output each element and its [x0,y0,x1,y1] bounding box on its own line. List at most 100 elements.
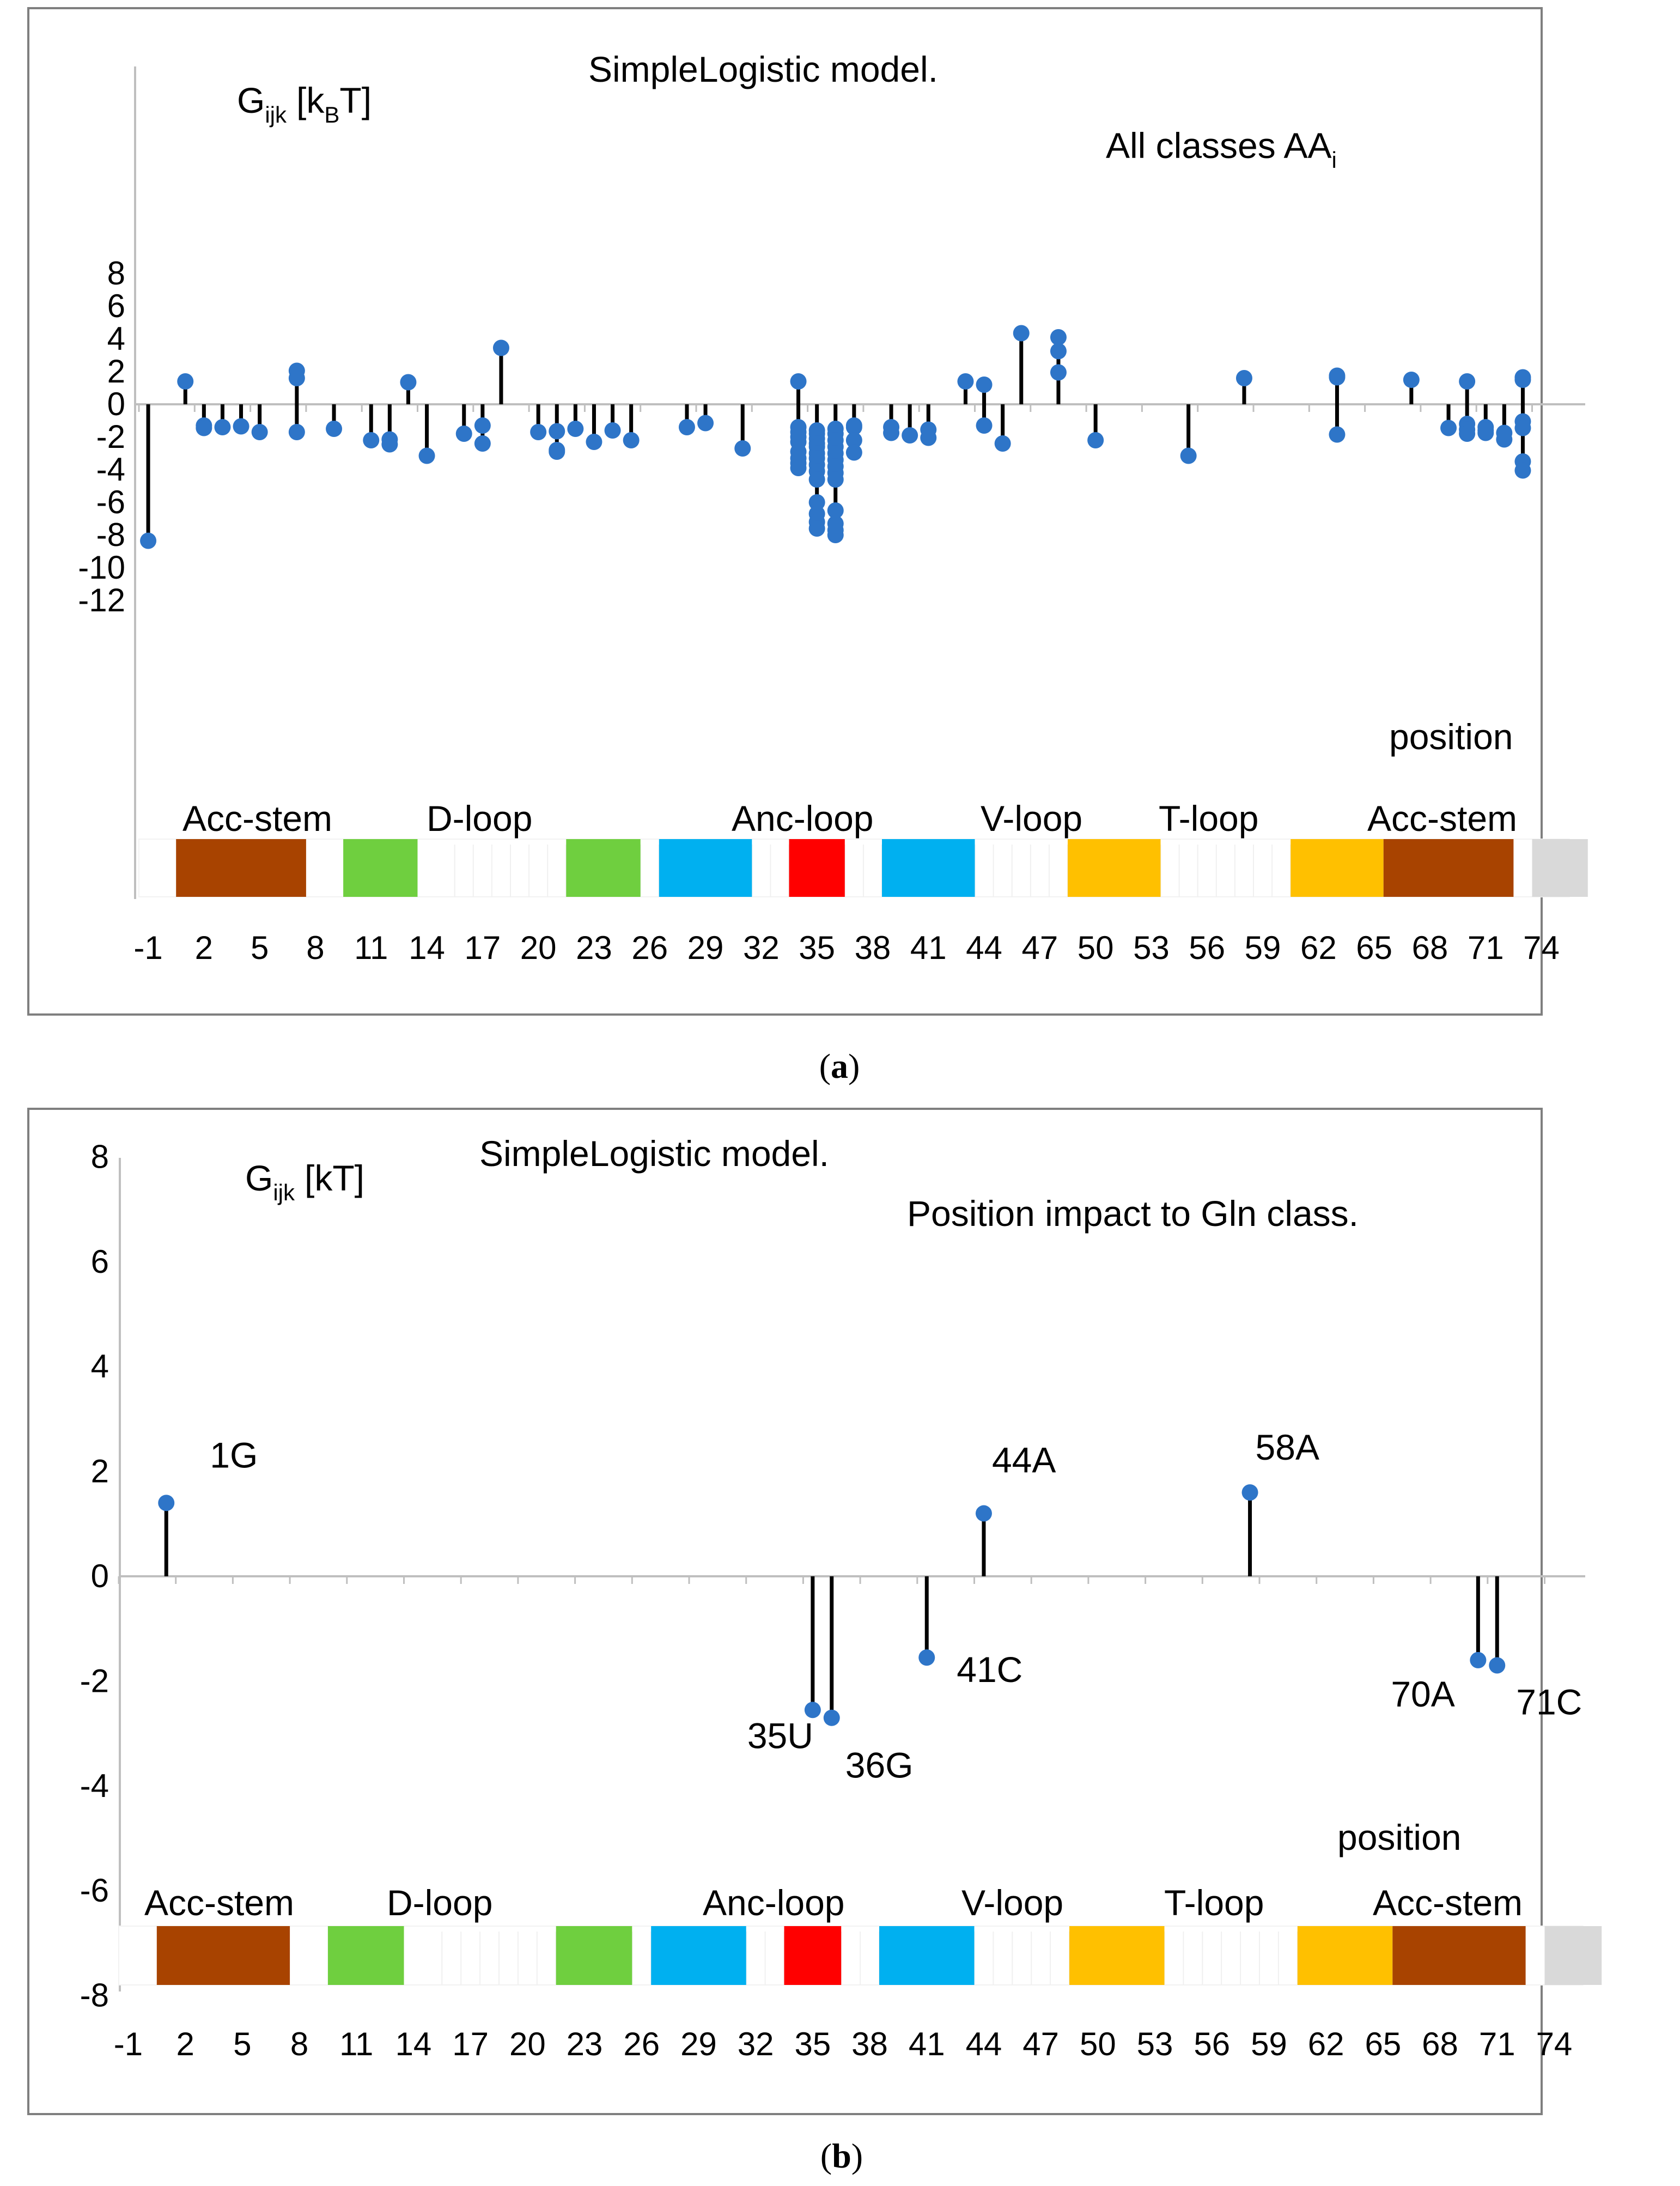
panel-a-region-d-loop: D-loop [427,798,532,839]
x-tick-label: 41 [910,930,947,966]
y-tick-label: -2 [96,418,125,455]
x-tick-label: 35 [799,930,835,966]
band-segment-discriminator [1532,839,1588,897]
data-point [1514,420,1531,436]
data-point [1235,370,1252,386]
y-tick-label: 0 [107,386,125,422]
x-tick-label: 17 [464,930,501,966]
panel-b-y-ticks: 8 6 4 2 0 -2 -4 -6 -8 [80,1138,109,2013]
panel-b-region-t-loop: T-loop [1164,1883,1264,1923]
band-segment-d-stem [343,839,418,897]
y-tick-label: -10 [78,549,125,586]
x-tick-label: 47 [1021,930,1058,966]
x-tick-label: 59 [1251,2026,1287,2062]
data-point [883,424,900,441]
panel-a-minor-ticks [138,404,1533,412]
data-point [808,520,825,537]
band-segment-anticodon-stem [651,1926,746,1985]
data-point [251,424,268,440]
point-label: 1G [210,1435,258,1475]
panel-b-minor-ticks [118,1576,1545,1584]
band-segment-discriminator [1544,1926,1602,1985]
data-point [845,444,862,461]
x-tick-label: 11 [354,930,388,966]
panel-b-point-labels: 1G 35U 36G 41C 44A 58A 70A 71C [210,1427,1582,1786]
y-tick-label: -4 [96,451,125,488]
data-point [455,426,472,442]
x-tick-label: 14 [409,930,445,966]
data-point [492,339,509,356]
x-tick-label: 17 [452,2026,489,2062]
y-tick-label: 8 [91,1138,109,1175]
x-tick-label: 53 [1137,2026,1173,2062]
data-point [1329,426,1346,443]
y-tick-label: 2 [91,1453,109,1490]
x-tick-label: 44 [966,930,1002,966]
panel-b-trna-structure-band [118,1926,1602,1985]
point-label: 41C [957,1649,1022,1690]
y-tick-label: -4 [80,1768,109,1804]
panel-b-y-label: Gijk [kT] [245,1158,364,1205]
data-point [474,417,491,434]
data-point [177,373,194,390]
band-segment-t-stem [1297,1926,1393,1985]
point-label: 36G [845,1745,914,1786]
point-label: 44A [992,1440,1056,1480]
x-tick-label: 65 [1365,2026,1401,2062]
band-segment-acc-stem [156,1926,290,1985]
band-segment-d-stem [327,1926,404,1985]
x-tick-label: 47 [1022,2026,1059,2062]
data-point [1459,426,1476,442]
data-point [823,1709,840,1726]
data-point [845,419,862,435]
data-point [196,420,212,436]
point-label: 71C [1516,1682,1582,1722]
data-point [1087,432,1104,448]
x-tick-label: 44 [966,2026,1002,2062]
data-point [827,502,844,519]
data-point [158,1495,175,1511]
data-point [1329,369,1346,386]
x-tick-label: 20 [520,930,557,966]
data-point [918,1649,935,1666]
data-point [808,494,825,511]
x-tick-label: 5 [233,2026,251,2062]
x-tick-label: 62 [1300,930,1337,966]
panel-b-region-acc-stem-left: Acc-stem [144,1883,294,1923]
data-point [976,417,993,434]
data-point [790,460,807,476]
data-point [381,436,398,453]
data-point [1459,373,1476,390]
data-point [288,370,305,386]
y-tick-label: -8 [80,1977,109,2014]
x-tick-label: 11 [339,2026,373,2062]
data-point [827,527,844,543]
y-tick-label: -6 [96,484,125,520]
data-point [1477,424,1494,441]
x-tick-label: 50 [1080,2026,1116,2062]
data-point [1013,325,1030,342]
x-tick-label: 53 [1133,930,1170,966]
panel-b-region-d-loop: D-loop [387,1883,492,1923]
data-point [1241,1484,1258,1501]
data-point [1489,1657,1506,1674]
data-point [827,471,844,488]
panel-a-y-label: Gijk [kBT] [237,80,372,127]
x-tick-label: 74 [1536,2026,1573,2062]
data-point [1514,462,1531,479]
x-tick-label: 26 [623,2026,660,2062]
data-point [957,373,974,390]
data-point [1050,343,1067,360]
data-point [1470,1651,1487,1668]
band-segment-anticodon [784,1926,842,1985]
band-segment-d-stem [556,1926,632,1985]
data-point [1403,372,1420,388]
x-tick-label: 5 [251,930,269,966]
band-segment-t-stem [1068,839,1161,897]
data-point [845,432,862,448]
panel-a-region-acc-stem-right: Acc-stem [1367,798,1517,839]
data-point [804,1702,821,1719]
x-tick-label: 29 [687,930,724,966]
x-tick-label: 56 [1189,930,1225,966]
